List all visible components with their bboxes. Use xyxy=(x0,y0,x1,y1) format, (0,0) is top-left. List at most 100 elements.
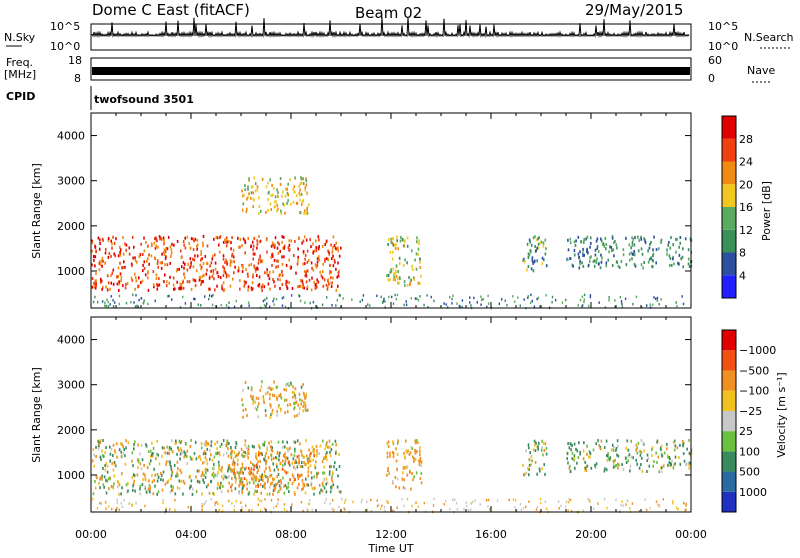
vel-echo-cell-1-43 xyxy=(249,472,252,476)
vel-echo-cell-1-11 xyxy=(270,482,272,486)
vel-echo-cell-0-189 xyxy=(216,440,219,444)
vel-echo-cell-5-88 xyxy=(652,464,654,468)
vel-echo-cell-3-60 xyxy=(419,453,421,457)
vel-near-range-cell-102 xyxy=(606,506,608,510)
power-echo-cell-1-97 xyxy=(277,195,279,198)
power-echo-cell-0-186 xyxy=(122,252,125,256)
vel-near-range-cell-58 xyxy=(683,501,685,505)
power-near-range-cell-113 xyxy=(531,299,533,303)
power-echo-cell-0-246 xyxy=(247,237,249,240)
power-echo-cell-0-626 xyxy=(317,280,320,284)
power-near-range-cell-160 xyxy=(427,305,429,309)
power-echo-cell-0-517 xyxy=(196,244,198,248)
vel-echo-cell-1-13 xyxy=(249,469,252,473)
vel-echo-cell-5-117 xyxy=(577,456,580,459)
vel-near-range-cell-186 xyxy=(685,504,687,507)
vel-near-range-cell-159 xyxy=(587,498,589,501)
power-echo-cell-0-526 xyxy=(258,234,260,238)
power-echo-cell-3-34 xyxy=(534,235,536,239)
power-echo-cell-4-71 xyxy=(675,237,677,241)
vel-echo-cell-5-146 xyxy=(594,465,597,469)
vel-echo-cell-1-111 xyxy=(253,475,256,479)
vel-echo-cell-0-284 xyxy=(246,478,248,482)
power-near-range-cell-124 xyxy=(469,296,471,299)
power-echo-cell-4-51 xyxy=(670,263,673,267)
vel-echo-cell-2-29 xyxy=(273,380,275,384)
vel-echo-cell-5-1 xyxy=(663,451,666,455)
vel-echo-cell-5-84 xyxy=(600,439,603,443)
power-echo-cell-1-80 xyxy=(252,191,254,195)
vel-echo-cell-0-159 xyxy=(97,439,99,443)
vel-echo-cell-0-176 xyxy=(142,478,144,482)
power-echo-cell-4-181 xyxy=(582,247,584,251)
power-echo-cell-0-121 xyxy=(252,252,255,256)
power-echo-cell-4-133 xyxy=(651,265,654,269)
power-echo-cell-0-508 xyxy=(337,246,339,250)
vel-echo-cell-0-424 xyxy=(206,462,209,466)
vel-echo-cell-0-478 xyxy=(197,455,200,459)
vel-echo-cell-0-13 xyxy=(124,454,126,458)
power-echo-cell-4-116 xyxy=(668,254,671,258)
power-echo-cell-0-462 xyxy=(231,254,233,258)
power-echo-cell-1-110 xyxy=(253,176,256,180)
vel-echo-cell-0-166 xyxy=(171,450,174,454)
vel-echo-cell-5-96 xyxy=(636,462,638,466)
power-echo-cell-1-65 xyxy=(300,176,302,180)
power-echo-cell-0-461 xyxy=(308,278,311,282)
power-near-range-cell-196 xyxy=(419,295,421,298)
vel-echo-cell-0-630 xyxy=(270,440,273,444)
vel-echo-cell-1-25 xyxy=(283,484,285,488)
power-near-range-cell-137 xyxy=(598,301,600,304)
power-near-range-cell-125 xyxy=(101,300,104,303)
vel-echo-cell-0-613 xyxy=(230,449,232,452)
power-echo-cell-0-408 xyxy=(222,257,225,261)
power-near-range-cell-111 xyxy=(228,301,230,304)
power-near-range-cell-94 xyxy=(321,303,324,307)
power-echo-cell-0-337 xyxy=(117,275,119,278)
vel-echo-cell-0-457 xyxy=(166,480,169,484)
power-echo-cell-4-23 xyxy=(596,246,598,250)
vel-echo-cell-4-22 xyxy=(541,448,543,452)
power-echo-cell-1-25 xyxy=(294,176,296,180)
vel-echo-cell-3-35 xyxy=(395,459,398,463)
power-near-range-cell-99 xyxy=(588,304,590,308)
vel-echo-cell-0-625 xyxy=(338,452,340,456)
power-echo-cell-0-182 xyxy=(154,237,156,241)
power-echo-cell-4-167 xyxy=(597,262,600,266)
power-echo-cell-0-431 xyxy=(210,261,213,265)
power-echo-cell-3-38 xyxy=(522,259,524,262)
vel-echo-cell-0-203 xyxy=(283,491,286,495)
vel-echo-cell-2-54 xyxy=(276,397,278,401)
power-echo-cell-2-65 xyxy=(391,257,394,261)
vel-echo-cell-1-137 xyxy=(266,475,269,479)
vel-echo-cell-1-103 xyxy=(240,477,243,481)
vel-echo-cell-2-5 xyxy=(244,381,247,384)
power-echo-cell-3-0 xyxy=(528,253,531,257)
vel-echo-cell-3-52 xyxy=(386,451,389,455)
vel-echo-cell-1-56 xyxy=(303,455,305,459)
vel-echo-cell-1-66 xyxy=(315,460,317,464)
vel-echo-cell-5-173 xyxy=(584,466,587,470)
vel-echo-cell-2-109 xyxy=(294,396,297,400)
vel-near-range-cell-207 xyxy=(445,499,447,503)
vel-echo-cell-0-425 xyxy=(334,439,337,443)
power-echo-cell-4-119 xyxy=(641,252,644,256)
vel-echo-cell-0-15 xyxy=(316,472,318,476)
vel-echo-cell-1-144 xyxy=(247,456,249,460)
vel-echo-cell-2-115 xyxy=(267,386,269,390)
power-echo-cell-0-415 xyxy=(209,264,211,268)
vel-echo-cell-5-20 xyxy=(669,464,672,468)
vel-echo-cell-0-595 xyxy=(321,481,324,485)
power-echo-cell-0-564 xyxy=(310,245,312,249)
time-tick-label-3: 12:00 xyxy=(375,528,407,541)
power-echo-cell-0-336 xyxy=(253,252,256,256)
power-near-range-cell-197 xyxy=(266,296,268,300)
vel-near-range-cell-71 xyxy=(465,501,467,504)
vel-near-range-cell-188 xyxy=(528,500,530,503)
power-echo-cell-0-310 xyxy=(169,245,172,249)
vel-echo-cell-0-170 xyxy=(239,477,242,481)
vel-echo-cell-0-518 xyxy=(332,483,335,487)
power-echo-cell-4-150 xyxy=(586,250,588,253)
power-echo-cell-0-32 xyxy=(222,240,225,244)
vel-echo-cell-3-4 xyxy=(404,465,407,469)
